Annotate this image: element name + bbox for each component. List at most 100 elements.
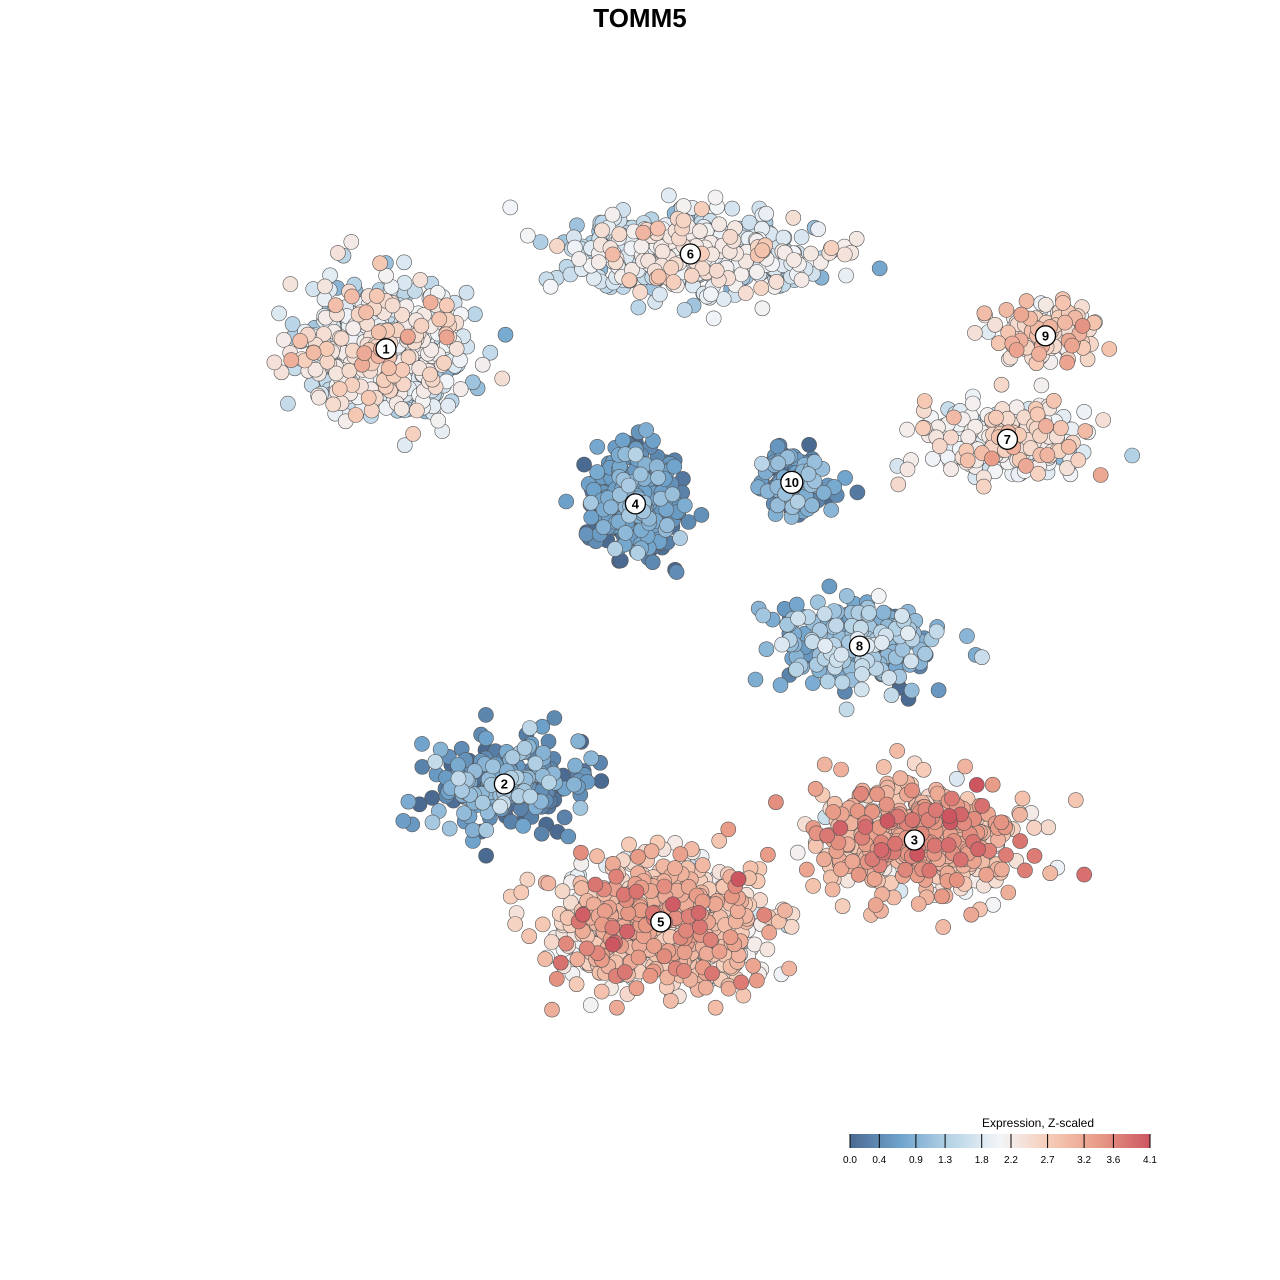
- cluster-label-6: 6: [679, 243, 702, 265]
- cell-point: [537, 951, 553, 967]
- cell-point: [583, 750, 600, 767]
- cell-point: [527, 755, 544, 772]
- cell-point: [761, 924, 778, 941]
- cell-point: [478, 847, 494, 864]
- cell-point: [754, 242, 771, 259]
- cell-point: [540, 875, 557, 892]
- cell-point: [678, 922, 694, 939]
- cell-point: [1076, 866, 1092, 883]
- cell-point: [702, 931, 719, 948]
- cell-point: [1068, 792, 1084, 808]
- cell-point: [485, 758, 501, 775]
- cell-point: [568, 976, 585, 993]
- cell-point: [450, 770, 467, 787]
- cell-point: [833, 646, 850, 663]
- cell-point: [1026, 819, 1042, 836]
- cell-point: [823, 240, 840, 256]
- cell-point: [760, 846, 776, 863]
- cell-point: [816, 606, 833, 622]
- cell-point: [1061, 438, 1077, 455]
- cell-point: [409, 402, 425, 419]
- cell-point: [801, 436, 817, 453]
- cell-point: [772, 677, 789, 693]
- cell-point: [960, 429, 977, 445]
- cell-point: [722, 929, 739, 946]
- cell-point: [874, 634, 890, 651]
- cell-point: [903, 682, 920, 699]
- cell-point: [705, 310, 722, 327]
- cell-point: [567, 757, 583, 774]
- cell-point: [665, 274, 682, 290]
- cell-point: [741, 214, 758, 231]
- cell-point: [683, 267, 700, 284]
- cell-point: [672, 846, 689, 862]
- cell-point: [630, 949, 647, 966]
- cluster-label-2: 2: [493, 773, 516, 795]
- cell-point: [666, 458, 683, 475]
- cell-point: [638, 422, 655, 438]
- cell-point: [474, 356, 491, 373]
- cell-point: [604, 919, 621, 936]
- cell-point: [578, 526, 595, 543]
- cell-point: [621, 836, 637, 853]
- cell-point: [1092, 467, 1109, 483]
- cell-point: [1008, 342, 1025, 358]
- cell-point: [871, 260, 888, 277]
- cell-point: [570, 733, 587, 750]
- cell-point: [804, 497, 820, 514]
- cell-point: [656, 878, 673, 895]
- cell-point: [534, 916, 551, 933]
- cell-point: [292, 333, 309, 349]
- cell-point: [849, 484, 866, 501]
- cell-point: [532, 234, 549, 250]
- cell-point: [735, 987, 752, 1004]
- cluster-label-3: 3: [903, 829, 926, 851]
- cell-point: [380, 360, 397, 377]
- cell-point: [790, 610, 806, 627]
- cell-point: [824, 881, 841, 898]
- cell-point: [680, 514, 697, 530]
- cell-point: [608, 868, 625, 885]
- cell-point: [430, 412, 447, 429]
- cell-point: [934, 888, 950, 905]
- cell-point: [838, 267, 854, 284]
- legend-colorbar: [850, 1134, 1150, 1148]
- cell-point: [438, 297, 455, 314]
- cell-point: [854, 666, 870, 682]
- legend-tick-label: 1.3: [938, 1155, 952, 1166]
- cluster-label-4: 4: [624, 493, 647, 515]
- cell-point: [668, 564, 685, 580]
- cell-point: [607, 541, 623, 557]
- cell-point: [788, 661, 805, 678]
- cell-point: [694, 857, 711, 873]
- cell-point: [994, 861, 1010, 878]
- svg-text:2: 2: [501, 777, 508, 792]
- cell-point: [1000, 884, 1017, 901]
- svg-text:8: 8: [856, 639, 863, 654]
- cell-point: [775, 229, 792, 246]
- cell-point: [915, 420, 931, 436]
- cell-point: [620, 477, 637, 494]
- cell-point: [675, 212, 692, 229]
- cell-point: [749, 972, 765, 989]
- cell-point: [834, 674, 851, 691]
- cell-point: [693, 507, 710, 523]
- cluster-label-1: 1: [375, 338, 397, 360]
- cell-point: [711, 216, 728, 233]
- cell-point: [405, 426, 421, 442]
- cell-point: [890, 476, 907, 493]
- cell-point: [395, 813, 412, 829]
- cell-point: [544, 1001, 560, 1018]
- cell-point: [665, 896, 681, 913]
- cell-point: [756, 907, 773, 923]
- cell-point: [866, 871, 883, 887]
- cell-point: [998, 847, 1014, 863]
- cell-point: [1014, 790, 1031, 807]
- cell-point: [708, 262, 725, 279]
- cell-point: [573, 844, 589, 861]
- cell-point: [644, 554, 661, 571]
- cell-point: [438, 329, 455, 346]
- cell-point: [516, 740, 533, 756]
- cell-point: [785, 210, 802, 226]
- cell-point: [521, 928, 538, 945]
